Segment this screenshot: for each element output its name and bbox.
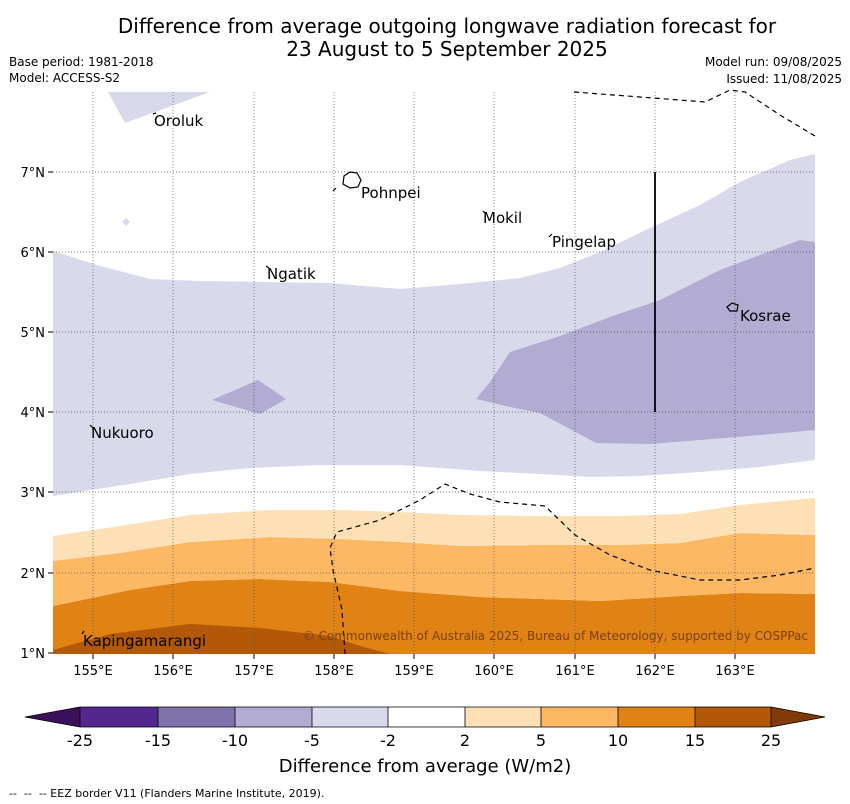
- lon-label: 163°E: [715, 664, 755, 679]
- colorbar-tick: 5: [536, 731, 546, 750]
- lat-label: 5°N: [21, 326, 46, 341]
- title-line-1: Difference from average outgoing longwav…: [118, 14, 777, 38]
- islet-marks: [81, 112, 553, 635]
- place-label-oroluk: Oroluk: [154, 112, 203, 130]
- eez-border-north: [573, 89, 816, 137]
- axis-ticks: [48, 171, 736, 659]
- colorbar-swatch: [158, 707, 235, 727]
- colorbar-extend-low: [25, 707, 80, 727]
- latitude-labels: 7°N 6°N 5°N 4°N 3°N 2°N 1°N: [21, 166, 46, 662]
- colorbar-tick: -5: [304, 731, 320, 750]
- colorbar-extend-high: [771, 707, 825, 727]
- pohnpei-island-icon: [342, 171, 362, 189]
- colorbar-tick: 2: [460, 731, 470, 750]
- base-period: Base period: 1981-2018: [9, 55, 154, 69]
- island-shapes: [81, 112, 739, 635]
- lon-label: 155°E: [73, 664, 113, 679]
- place-label-pingelap: Pingelap: [552, 233, 616, 251]
- colorbar-swatch: [312, 707, 388, 727]
- colorbar-tick: -25: [67, 731, 93, 750]
- colorbar-tick: 15: [685, 731, 705, 750]
- colorbar-swatch: [695, 707, 771, 727]
- copyright-notice: © Commonwealth of Australia 2025, Bureau…: [303, 629, 808, 643]
- anomaly-sliver-north: [108, 92, 210, 123]
- lat-label: 6°N: [21, 246, 46, 261]
- place-label-nukuoro: Nukuoro: [91, 424, 154, 442]
- lon-label: 162°E: [635, 664, 675, 679]
- anomaly-speck: [122, 218, 130, 226]
- colorbar-swatch: [618, 707, 695, 727]
- colorbar-tick: -10: [222, 731, 248, 750]
- colorbar-tick: 10: [608, 731, 628, 750]
- lon-label: 158°E: [314, 664, 354, 679]
- anomaly-blob-west: [212, 380, 286, 414]
- title-line-2: 23 August to 5 September 2025: [286, 37, 607, 61]
- lat-label: 4°N: [21, 406, 46, 421]
- place-label-kosrae: Kosrae: [740, 307, 791, 325]
- lon-label: 161°E: [555, 664, 595, 679]
- kosrae-island-icon: [726, 302, 739, 312]
- lon-label: 160°E: [474, 664, 514, 679]
- anomaly-region-15-to-25: [53, 624, 390, 654]
- footer-note: -- -- -- EEZ border V11 (Flanders Marine…: [9, 787, 324, 800]
- lon-label: 156°E: [153, 664, 193, 679]
- colorbar-swatch: [235, 707, 312, 727]
- lat-label: 1°N: [21, 647, 46, 662]
- lat-label: 7°N: [21, 166, 46, 181]
- lon-label: 159°E: [394, 664, 434, 679]
- colorbar-tick: -15: [145, 731, 171, 750]
- anomaly-region-minus10-to-minus5: [476, 240, 815, 444]
- lat-label: 2°N: [21, 567, 46, 582]
- longitude-labels: 155°E 156°E 157°E 158°E 159°E 160°E 161°…: [73, 664, 755, 679]
- colorbar-tick: 25: [761, 731, 781, 750]
- eez-border-south: [329, 483, 816, 655]
- place-label-ngatik: Ngatik: [267, 265, 316, 283]
- place-label-pohnpei: Pohnpei: [361, 184, 421, 202]
- anomaly-region-5-to-10: [53, 533, 815, 606]
- place-labels: Oroluk Pohnpei Mokil Pingelap Ngatik Kos…: [83, 112, 791, 650]
- colorbar-swatch: [80, 707, 158, 727]
- colorbar-swatch: [388, 707, 465, 727]
- place-label-mokil: Mokil: [483, 209, 522, 227]
- colorbar-tick: -2: [380, 731, 396, 750]
- colorbar: -25 -15 -10 -5 -2 2 5 10 15 25 Differenc…: [24, 706, 826, 777]
- anomaly-region-2-to-5: [53, 498, 815, 561]
- model-name: Model: ACCESS-S2: [9, 71, 120, 85]
- eez-borders: [329, 89, 816, 655]
- issued-date: Issued: 11/08/2025: [726, 72, 842, 86]
- lat-label: 3°N: [21, 486, 46, 501]
- anomaly-field: [53, 92, 815, 654]
- place-label-kapingamarangi: Kapingamarangi: [83, 632, 206, 650]
- colorbar-label: Difference from average (W/m2): [279, 756, 571, 777]
- colorbar-swatch: [541, 707, 618, 727]
- lon-label: 157°E: [234, 664, 274, 679]
- model-run: Model run: 09/08/2025: [705, 55, 842, 69]
- colorbar-swatch: [465, 707, 541, 727]
